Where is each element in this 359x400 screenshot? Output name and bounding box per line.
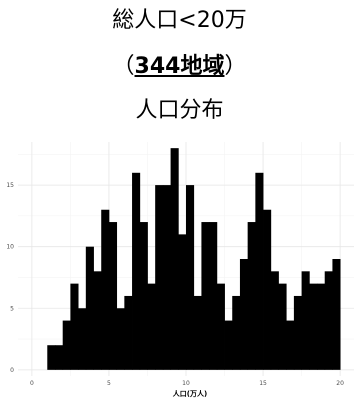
histogram-bar <box>155 185 164 370</box>
chart-subtitle: 人口分布 <box>135 98 224 123</box>
histogram-bar <box>216 283 225 370</box>
histogram-bar <box>239 259 249 370</box>
histogram-bar <box>286 320 295 370</box>
histogram-bar <box>247 222 256 370</box>
histogram-bar <box>263 209 272 370</box>
x-tick-label: 20 <box>336 380 344 387</box>
histogram-bar <box>85 246 94 370</box>
histogram-bar <box>224 320 233 370</box>
histogram-bar <box>301 271 310 370</box>
histogram-bar <box>255 172 264 370</box>
histogram-bar <box>54 345 64 370</box>
y-tick-label: 0 <box>10 367 14 374</box>
y-tick-label: 10 <box>6 244 14 251</box>
open-paren: （ <box>112 54 135 79</box>
y-axis-ticks: 0 5 10 15 <box>6 182 14 374</box>
region-count: （344地域） <box>0 48 359 80</box>
histogram-bar <box>108 222 118 370</box>
histogram-bar <box>317 283 326 370</box>
histogram-bar <box>62 320 71 370</box>
x-tick-label: 5 <box>107 380 111 387</box>
y-tick-label: 15 <box>6 182 14 189</box>
histogram-bar <box>293 295 302 370</box>
histogram-bar <box>70 283 79 370</box>
histogram-chart: 0 5 10 15 20 0 5 10 15 人口(万人) <box>6 142 354 398</box>
histogram-bar <box>147 283 156 370</box>
histogram-bar <box>232 295 241 370</box>
histogram-bar <box>170 148 179 370</box>
x-tick-label: 15 <box>259 380 267 387</box>
chart-title: 総人口<20万 <box>112 8 247 33</box>
x-axis-label: 人口(万人) <box>173 389 207 398</box>
histogram-bar <box>278 283 287 370</box>
histogram-bar <box>193 295 202 370</box>
x-tick-label: 10 <box>182 380 190 387</box>
histogram-bar <box>162 185 171 370</box>
close-paren: ） <box>224 54 247 79</box>
histogram-bar <box>186 185 195 370</box>
histogram-bar <box>47 345 56 370</box>
histogram-bar <box>209 222 218 370</box>
histogram-bar <box>124 295 133 370</box>
histogram-bar <box>178 234 187 370</box>
histogram-bar <box>332 259 341 370</box>
histogram-bar <box>78 308 87 370</box>
histogram-bar <box>201 222 210 370</box>
histogram-bar <box>270 271 279 370</box>
histogram-bars <box>47 148 341 370</box>
histogram-bar <box>309 283 318 370</box>
x-axis-ticks: 0 5 10 15 20 <box>30 380 344 387</box>
y-tick-label: 5 <box>10 305 14 312</box>
histogram-bar <box>93 271 102 370</box>
histogram-bar <box>101 209 110 370</box>
x-tick-label: 0 <box>30 380 34 387</box>
histogram-bar <box>116 308 125 370</box>
histogram-bar <box>132 172 141 370</box>
histogram-bar <box>324 271 333 370</box>
region-count-value: 344地域 <box>134 54 225 79</box>
histogram-bar <box>139 222 148 370</box>
